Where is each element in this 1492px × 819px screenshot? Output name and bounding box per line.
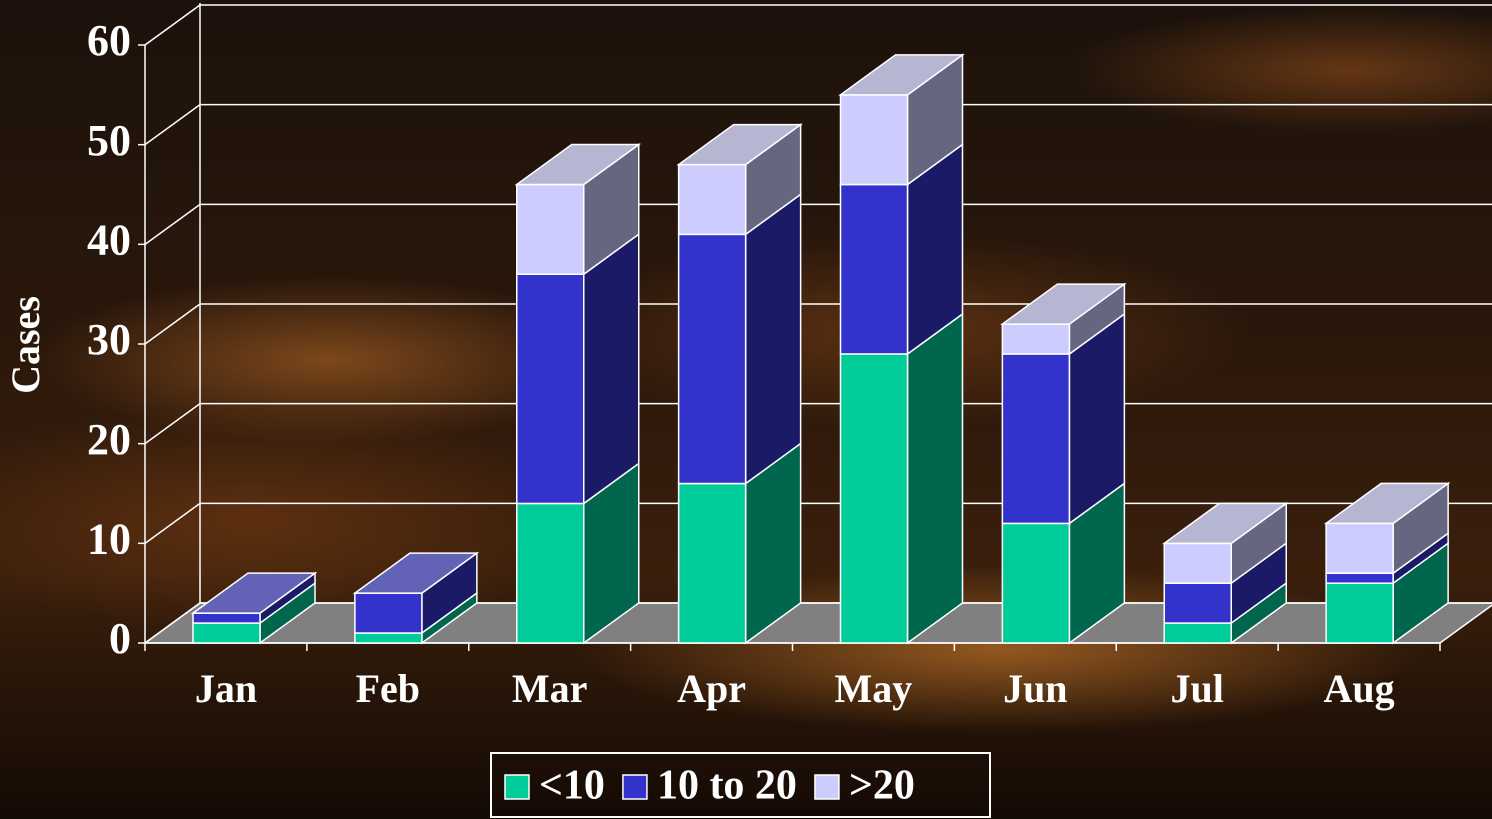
legend-swatch bbox=[505, 775, 529, 799]
chart: Cases 0 10 20 30 40 50 60 Jan Feb Mar Apr May Jun Jul… bbox=[0, 0, 1492, 819]
grid-diagonal bbox=[145, 204, 200, 244]
y-tick-label: 20 bbox=[87, 415, 131, 464]
y-tick-label: 50 bbox=[87, 116, 131, 165]
x-tick-label: Jan bbox=[195, 666, 257, 711]
grid-diagonal bbox=[145, 105, 200, 145]
bar bbox=[1002, 354, 1069, 523]
bar-side bbox=[908, 314, 963, 643]
bar bbox=[1326, 573, 1393, 583]
bar bbox=[517, 185, 584, 275]
y-axis-label: Cases bbox=[3, 296, 48, 394]
x-tick-label: May bbox=[835, 666, 913, 711]
bar bbox=[517, 274, 584, 503]
bar bbox=[1164, 623, 1231, 643]
x-tick-label: Feb bbox=[356, 666, 420, 711]
legend-label: <10 bbox=[539, 763, 605, 809]
legend-swatch bbox=[815, 775, 839, 799]
bar bbox=[679, 165, 746, 235]
bar bbox=[1164, 543, 1231, 583]
bar bbox=[841, 354, 908, 643]
bar bbox=[355, 633, 422, 643]
bar-side bbox=[746, 194, 801, 483]
grid-diagonal bbox=[145, 304, 200, 344]
y-tick-label: 0 bbox=[109, 614, 131, 663]
grid-diagonal bbox=[145, 503, 200, 543]
x-tick-label: Mar bbox=[512, 666, 588, 711]
bar bbox=[841, 185, 908, 354]
bar bbox=[1326, 523, 1393, 573]
bar bbox=[1326, 583, 1393, 643]
bar bbox=[679, 484, 746, 643]
bar bbox=[193, 613, 260, 623]
x-tick-label: Jun bbox=[1003, 666, 1068, 711]
legend-label: >20 bbox=[849, 763, 915, 809]
grid-diagonal bbox=[145, 404, 200, 444]
bar bbox=[841, 95, 908, 185]
legend: <10 10 to 20 >20 bbox=[491, 753, 990, 817]
x-tick-label: Jul bbox=[1171, 666, 1224, 711]
y-tick-label: 60 bbox=[87, 16, 131, 65]
grid-diagonal bbox=[145, 5, 200, 45]
floor bbox=[145, 603, 1492, 643]
y-tick-label: 30 bbox=[87, 315, 131, 364]
bar bbox=[679, 234, 746, 483]
bar bbox=[1002, 523, 1069, 643]
y-tick-label: 40 bbox=[87, 215, 131, 264]
bar bbox=[1002, 324, 1069, 354]
legend-label: 10 to 20 bbox=[657, 763, 797, 809]
bar bbox=[517, 503, 584, 643]
x-tick-label: Apr bbox=[677, 666, 746, 711]
x-tick-label: Aug bbox=[1323, 666, 1394, 711]
bar bbox=[193, 623, 260, 643]
bar bbox=[355, 593, 422, 633]
y-tick-label: 10 bbox=[87, 514, 131, 563]
bar bbox=[1164, 583, 1231, 623]
legend-swatch bbox=[623, 775, 647, 799]
bar-side bbox=[584, 234, 639, 503]
